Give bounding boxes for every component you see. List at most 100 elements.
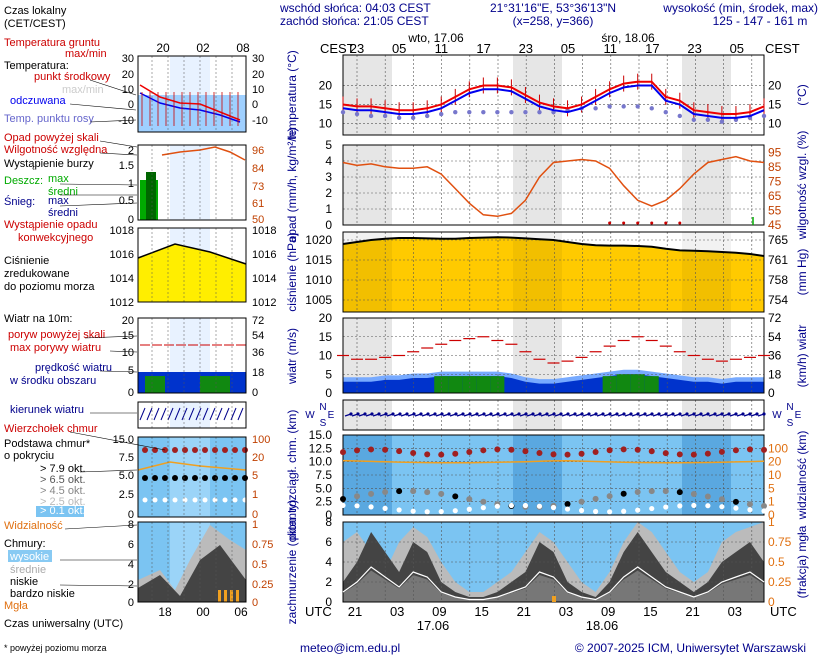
ylabel-right: widzialność (km)	[795, 431, 809, 521]
legend-fog: Mgła	[4, 600, 29, 612]
grid-text: (x=258, y=366)	[513, 14, 594, 28]
legend-leader-line	[99, 152, 138, 156]
wind-arrow-head	[447, 412, 451, 416]
y-tick: 15	[319, 98, 333, 112]
pressure-panel-frame	[342, 231, 765, 313]
small-panel-frame	[137, 317, 247, 394]
small-y-tick: 7.5	[119, 452, 134, 464]
cloud-top-dot	[620, 446, 627, 453]
utc-tick: 03	[390, 604, 404, 619]
cloud-top-dot	[606, 447, 613, 454]
wind-arrow-head	[629, 412, 633, 416]
small-y-tick-right: 0	[252, 99, 258, 111]
small-wind-arrow	[188, 407, 195, 421]
elevation-label: wysokość (min, środek, max)	[662, 1, 818, 15]
small-y-tick: 2.5	[119, 489, 134, 501]
dew-point-dot	[761, 113, 767, 119]
cloud-top-dot	[354, 447, 361, 454]
wind-speed-green	[448, 376, 463, 393]
legend-low: niskie	[10, 576, 38, 588]
cloud-base-dot-light	[621, 508, 627, 514]
small-cloud-base-light	[202, 497, 208, 503]
legend-soil-temp-minmax: max/min	[65, 48, 107, 60]
small-cloud-top-dot	[172, 447, 178, 453]
legend-feels: odczuwana	[10, 95, 67, 107]
y-tick-right: 0.75	[768, 535, 792, 549]
cloud-top-dot	[718, 448, 725, 455]
small-cloud-base-dot	[192, 475, 198, 481]
wind-speed-green	[644, 376, 659, 393]
wind-arrow-head	[727, 412, 731, 416]
wind-arrow-head	[538, 412, 542, 416]
legend-okt4: > 2.5 okt.	[40, 496, 86, 508]
cloud-base-dot	[438, 490, 445, 497]
ylabel-right: wilgotność wzgl. (%)	[795, 131, 809, 241]
small-cloud-top-dot	[192, 447, 198, 453]
legend-conv1: Wystąpienie opadu	[4, 219, 97, 231]
wind-arrow-head	[370, 412, 374, 416]
cloud-base-dot	[480, 498, 487, 505]
wind-arrow-head	[622, 412, 626, 416]
ylabel-left: ciśnienie (hPa)	[285, 232, 299, 311]
wind-arrow-head	[468, 412, 472, 416]
cloud-top-dot	[704, 450, 711, 457]
dew-point-dot	[537, 109, 542, 115]
wind-arrow-head	[419, 412, 423, 416]
small-wind-arrow	[160, 407, 167, 421]
wind-arrow-head	[720, 412, 724, 416]
small-y-tick-right: 0	[252, 597, 258, 609]
y-tick-right: 0.25	[768, 575, 792, 589]
wind-arrow-head	[699, 412, 703, 416]
utc-label-left: UTC	[305, 604, 332, 619]
cloud-top-dot	[676, 451, 683, 458]
legend-visibility: Widzialność	[4, 520, 63, 532]
compass-letter-right: E	[795, 410, 802, 421]
y-tick-right: 95	[768, 145, 782, 159]
small-local-tick: 02	[196, 41, 210, 55]
legend-humidity: Wilgotność względna	[4, 144, 108, 156]
y-tick-right: 85	[768, 160, 782, 174]
y-tick-right: 0	[768, 508, 775, 522]
cloud-base-dot-light	[705, 503, 711, 509]
clouds-total-line	[342, 566, 765, 601]
small-panel-frame	[137, 55, 247, 133]
small-wind-arrow	[167, 407, 174, 421]
visibility-line	[342, 459, 765, 464]
cloud-top-dot	[410, 450, 417, 457]
cloud-base-dot	[410, 488, 417, 495]
legend-cloud-base2: o pokryciu	[4, 450, 54, 462]
dew-point-dot	[621, 104, 626, 109]
cloud-base-panel-frame	[342, 434, 765, 516]
wind-arrow-head	[496, 412, 500, 416]
dew-point-dot	[691, 117, 697, 122]
legend-cloud-top: Wierzchołek chmur	[4, 423, 98, 435]
dew-point-dot	[649, 106, 654, 111]
small-cloud-base-light	[172, 497, 178, 503]
dew-point-dot	[593, 106, 598, 111]
cloud-top-dot	[438, 451, 445, 458]
local-tick: 05	[392, 41, 406, 56]
wind-speed-green	[490, 376, 505, 393]
small-y-tick-right: 1018	[252, 225, 276, 237]
ylabel-left: opad (mm/h, kg/m²/h)	[285, 128, 299, 243]
cest-label-right: CEST	[765, 41, 800, 56]
cloud-base-dot-light	[382, 505, 388, 511]
small-cloud-top-dot	[212, 447, 218, 453]
night-band	[343, 145, 392, 225]
small-utc-tick: 06	[234, 605, 248, 619]
cloud-base-dot	[452, 493, 459, 500]
wind-arrow-head	[426, 412, 430, 416]
cloud-top-dot	[424, 451, 431, 458]
y-tick-right: 761	[768, 253, 788, 267]
small-panel-frame	[137, 227, 247, 303]
cloud-base-dot	[396, 488, 403, 495]
cloud-base-dot-light	[663, 504, 669, 510]
legend-snow-mean: średni	[48, 207, 78, 219]
y-tick-right: 54	[768, 330, 782, 344]
wind-arrow-head	[755, 412, 759, 416]
small-y-tick-right: 10	[252, 84, 264, 96]
night-band	[513, 232, 562, 312]
cloud-base-dot-light	[593, 508, 599, 515]
wind-arrow-head	[384, 412, 388, 416]
night-band	[513, 435, 562, 515]
